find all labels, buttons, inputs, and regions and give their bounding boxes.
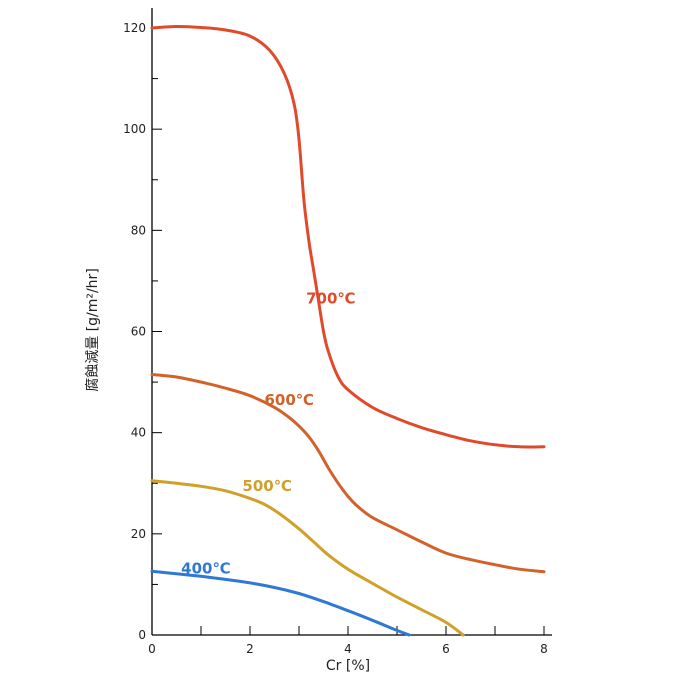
- series-line-3: [150, 569, 411, 637]
- y-tick-label: 40: [131, 426, 146, 440]
- series-label-3: 400℃: [181, 559, 230, 577]
- y-tick-label: 60: [131, 325, 146, 339]
- x-tick-label: 6: [442, 642, 450, 656]
- series-label-2: 500℃: [242, 477, 291, 495]
- x-axis-title: Cr [%]: [326, 658, 370, 674]
- x-tick-label: 4: [344, 642, 352, 656]
- y-tick-label: 100: [123, 122, 146, 136]
- series-labels: 700℃ 600℃ 500℃ 400℃: [181, 290, 355, 578]
- x-tick-label: 2: [246, 642, 254, 656]
- x-tick-label: 8: [540, 642, 548, 656]
- series-line-1: [150, 373, 546, 574]
- series-lines: [150, 24, 546, 637]
- x-tick-label: 0: [148, 642, 156, 656]
- y-tick-label: 20: [131, 527, 146, 541]
- series-label-1: 600℃: [264, 391, 313, 409]
- series-label-0: 700℃: [306, 290, 355, 308]
- y-tick-label: 0: [138, 628, 146, 642]
- y-axis-title: 腐蝕減量 [g/m²/hr]: [84, 268, 101, 392]
- series-line-0: [150, 24, 546, 449]
- series-line-2: [150, 479, 465, 637]
- axes: [151, 8, 552, 636]
- y-tick-label: 120: [123, 21, 146, 35]
- y-tick-label: 80: [131, 223, 146, 237]
